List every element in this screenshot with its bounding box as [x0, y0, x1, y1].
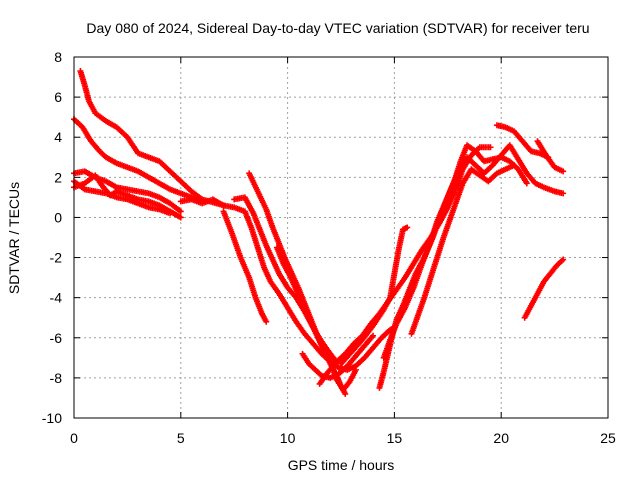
series-sat-r	[534, 138, 567, 175]
data-point	[404, 224, 411, 231]
series-sat-j	[273, 244, 359, 393]
series-sat-n	[376, 142, 567, 391]
x-tick-label: 20	[493, 430, 509, 446]
chart-title: Day 080 of 2024, Sidereal Day-to-day VTE…	[86, 20, 589, 36]
data-point	[560, 168, 567, 175]
data-points	[71, 68, 567, 397]
series-sat-h	[220, 208, 270, 325]
series-sat-k	[299, 332, 377, 381]
y-tick-label: 0	[54, 209, 62, 225]
plot-area-border	[73, 56, 609, 419]
y-tick-label: 6	[54, 89, 62, 105]
data-point	[370, 332, 377, 339]
data-point	[523, 180, 530, 187]
data-point	[177, 208, 184, 215]
x-tick-label: 5	[177, 430, 185, 446]
series-sat-p	[408, 162, 518, 337]
y-tick-label: 8	[54, 49, 62, 65]
data-point	[560, 190, 567, 197]
y-tick-label: 2	[54, 169, 62, 185]
y-tick-label: -6	[50, 330, 63, 346]
series-sat-a	[77, 68, 227, 209]
x-tick-label: 15	[387, 430, 403, 446]
y-tick-label: -8	[50, 370, 63, 386]
y-tick-label: -4	[50, 290, 63, 306]
x-tick-label: 10	[280, 430, 296, 446]
series-sat-b	[71, 116, 206, 205]
series-sat-e	[71, 178, 174, 217]
data-point	[487, 144, 494, 151]
data-point	[352, 366, 359, 373]
x-tick-label: 0	[70, 430, 78, 446]
data-point	[177, 214, 184, 221]
data-point	[560, 256, 567, 263]
x-axis-label: GPS time / hours	[288, 457, 395, 473]
series-sat-s	[521, 256, 567, 321]
y-tick-label: -10	[42, 410, 62, 426]
data-point	[342, 390, 349, 397]
data-point	[167, 210, 174, 217]
y-tick-label: 4	[54, 129, 62, 145]
data-point	[511, 162, 518, 169]
data-point	[263, 318, 270, 325]
series-sat-o	[380, 142, 530, 361]
series-sat-f	[177, 196, 398, 373]
axis-ticks: 0 5 10 15 20 25 -10 -8 -6 -4 -2 0 2 4 6 8	[42, 49, 616, 446]
y-tick-label: -2	[50, 250, 63, 266]
x-tick-label: 25	[600, 430, 616, 446]
series-sat-g	[231, 194, 340, 365]
y-axis-label: SDTVAR / TECUs	[6, 182, 22, 294]
series-sat-m	[338, 224, 411, 367]
